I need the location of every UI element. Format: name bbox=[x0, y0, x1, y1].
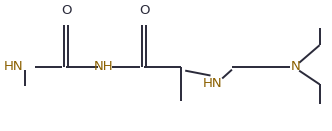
Text: HN: HN bbox=[4, 60, 24, 73]
Text: O: O bbox=[61, 4, 72, 17]
Text: NH: NH bbox=[94, 60, 113, 73]
Text: N: N bbox=[290, 60, 300, 73]
Text: O: O bbox=[139, 4, 149, 17]
Text: HN: HN bbox=[203, 77, 222, 90]
